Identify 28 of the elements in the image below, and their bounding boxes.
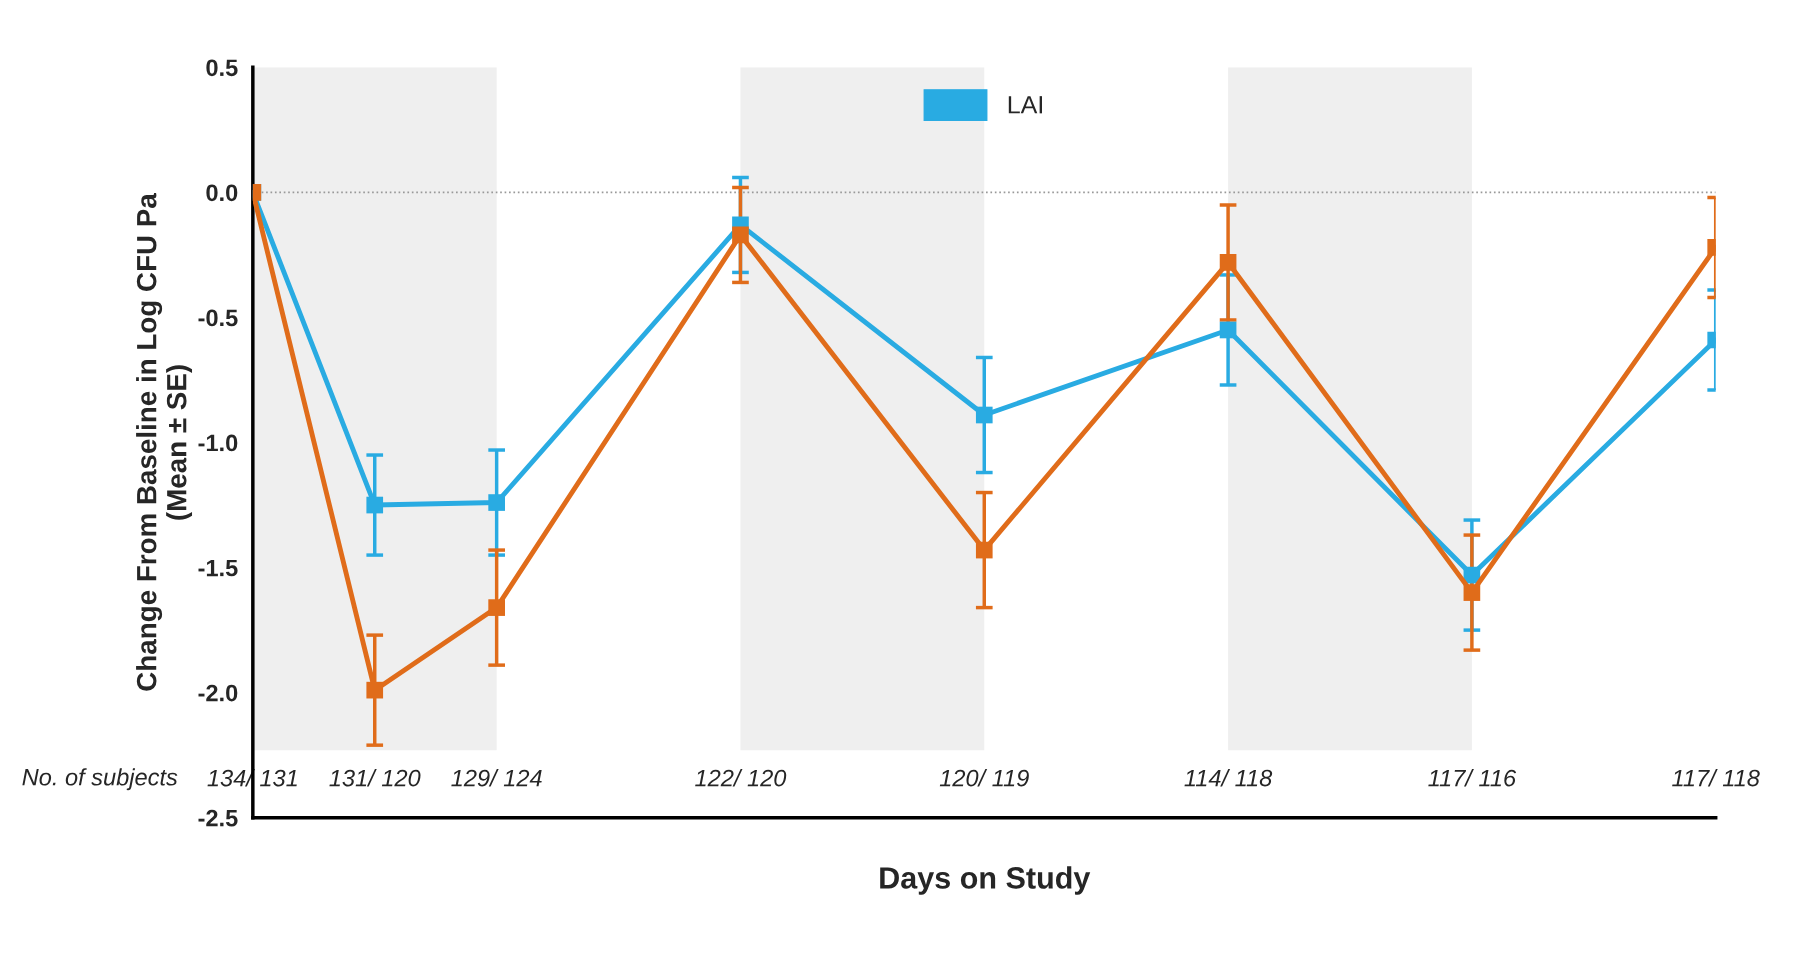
x-tick-label: 122/ 120	[695, 769, 787, 787]
y-tick-label: -0.5	[198, 309, 238, 327]
y-tick-label: 0.0	[206, 184, 238, 202]
y-tick-label: -2.0	[198, 684, 238, 702]
point	[488, 599, 505, 616]
x-tick-label: 131/ 120	[329, 769, 421, 787]
y-tick-label: -2.5	[198, 809, 238, 827]
point	[975, 406, 993, 424]
point	[975, 541, 993, 559]
x-tick-label: 114/ 118	[1184, 769, 1273, 787]
point	[732, 226, 749, 244]
point	[1463, 584, 1481, 601]
point	[488, 494, 505, 511]
y-tick-label: -1.0	[198, 434, 238, 452]
text: No. of subjects	[22, 768, 178, 791]
x-axis-title: Days on Study	[880, 866, 1091, 895]
point	[1219, 254, 1237, 271]
x-tick-label: 129/ 124	[451, 769, 542, 787]
legend-label: LAI	[1008, 96, 1042, 114]
y-axis-title: Change From Baseline in Log CFU Pa (Mean ± SE)	[136, 193, 193, 691]
y-tick-label: 0.5	[206, 59, 238, 77]
point	[366, 496, 384, 514]
point	[1219, 321, 1237, 339]
x-tick-label: 120/ 119	[939, 769, 1029, 787]
x-tick-label: 117/ 116	[1428, 769, 1517, 787]
y-tick-label: -1.5	[198, 559, 238, 577]
point	[366, 681, 384, 699]
x-tick-label: 117/ 118	[1672, 769, 1760, 787]
